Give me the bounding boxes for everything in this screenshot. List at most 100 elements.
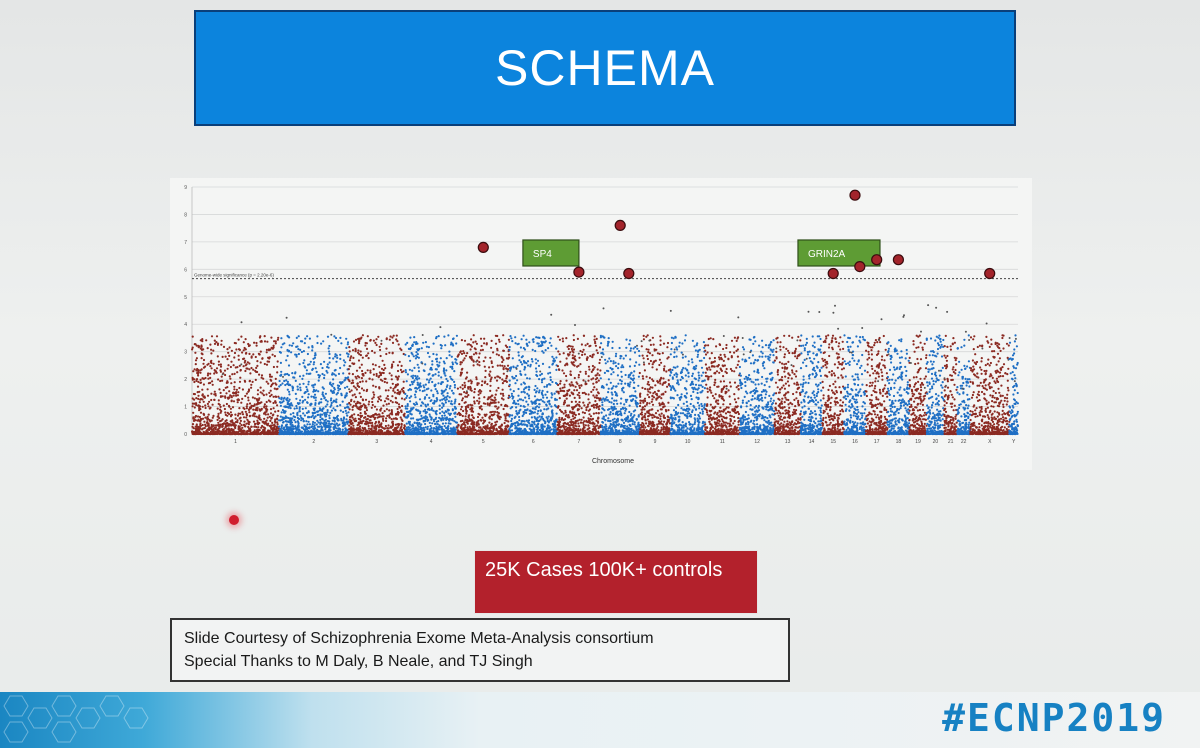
snp-point: [377, 426, 380, 429]
snp-point: [215, 432, 218, 435]
snp-point: [241, 397, 244, 400]
snp-point: [334, 353, 337, 356]
snp-point: [459, 351, 462, 354]
snp-point: [374, 364, 377, 367]
snp-point: [498, 340, 501, 343]
snp-point: [305, 369, 308, 372]
snp-point: [379, 415, 382, 418]
snp-point: [339, 357, 342, 360]
snp-point: [257, 426, 260, 429]
snp-point: [509, 369, 512, 372]
snp-point: [307, 383, 310, 386]
snp-point: [358, 392, 361, 395]
snp-point: [395, 412, 398, 416]
snp-point: [396, 383, 399, 386]
snp-point: [356, 424, 359, 427]
snp-point: [267, 413, 270, 416]
snp-point: [240, 401, 243, 404]
snp-point: [375, 413, 379, 416]
snp-point: [365, 347, 369, 350]
snp-point: [353, 432, 356, 435]
snp-point: [445, 416, 448, 419]
snp-point: [197, 346, 200, 349]
snp-point: [542, 419, 545, 422]
snp-point: [404, 407, 407, 410]
snp-point: [409, 336, 412, 339]
snp-point: [219, 395, 222, 398]
snp-point: [356, 432, 359, 435]
y-tick-label: 2: [184, 377, 187, 383]
snp-point: [366, 432, 369, 436]
snp-point: [268, 432, 271, 435]
snp-point: [237, 432, 240, 436]
snp-point: [365, 380, 368, 383]
snp-point: [294, 379, 297, 382]
snp-point: [391, 432, 395, 435]
snp-point: [230, 360, 233, 363]
snp-point: [442, 360, 445, 363]
snp-point: [413, 421, 416, 424]
snp-point: [439, 399, 442, 402]
snp-point: [208, 400, 211, 403]
snp-point: [511, 340, 514, 343]
snp-point: [247, 342, 250, 346]
snp-point: [351, 373, 354, 376]
snp-point: [464, 426, 467, 429]
snp-point: [245, 407, 248, 410]
snp-point: [249, 428, 252, 431]
snp-point: [350, 423, 353, 426]
snp-point: [253, 432, 256, 435]
snp-point: [357, 359, 361, 362]
snp-point: [463, 352, 466, 355]
snp-point: [288, 390, 291, 393]
snp-point: [543, 425, 546, 428]
snp-point: [309, 372, 312, 375]
snp-point: [299, 389, 302, 392]
snp-point: [201, 338, 204, 341]
snp-point: [336, 391, 339, 395]
snp-point: [269, 419, 272, 422]
snp-point: [320, 342, 323, 345]
snp-point: [219, 363, 222, 366]
snp-point: [206, 402, 209, 405]
snp-point: [379, 378, 382, 381]
snp-point: [271, 353, 274, 356]
snp-point: [470, 338, 473, 341]
snp-point: [199, 432, 202, 436]
snp-point: [226, 348, 229, 351]
snp-point: [377, 396, 380, 399]
snp-point: [453, 370, 456, 373]
snp-point: [516, 399, 520, 402]
snp-point: [196, 415, 200, 418]
snp-point: [539, 398, 543, 401]
snp-point: [338, 423, 341, 426]
snp-point: [195, 379, 198, 382]
snp-point: [316, 335, 319, 338]
snp-point: [410, 375, 413, 378]
snp-point: [543, 385, 546, 388]
snp-point: [467, 343, 471, 346]
snp-point: [243, 407, 246, 410]
snp-point: [246, 432, 249, 435]
snp-point: [194, 363, 197, 366]
snp-point: [427, 346, 430, 349]
snp-point: [301, 340, 304, 343]
snp-point: [210, 352, 213, 355]
snp-point: [446, 384, 449, 387]
snp-point: [470, 358, 473, 361]
snp-point: [287, 406, 290, 409]
snp-point: [382, 404, 385, 407]
snp-point: [351, 414, 354, 417]
snp-point: [481, 348, 484, 351]
snp-point: [412, 402, 415, 405]
snp-point: [308, 432, 312, 435]
snp-point: [322, 407, 325, 410]
snp-point: [259, 335, 262, 338]
snp-point: [480, 384, 483, 387]
snp-point: [266, 416, 269, 419]
snp-point: [246, 429, 250, 432]
snp-point: [237, 354, 240, 357]
snp-point: [359, 337, 362, 340]
snp-point: [464, 401, 467, 404]
snp-point: [247, 425, 250, 429]
